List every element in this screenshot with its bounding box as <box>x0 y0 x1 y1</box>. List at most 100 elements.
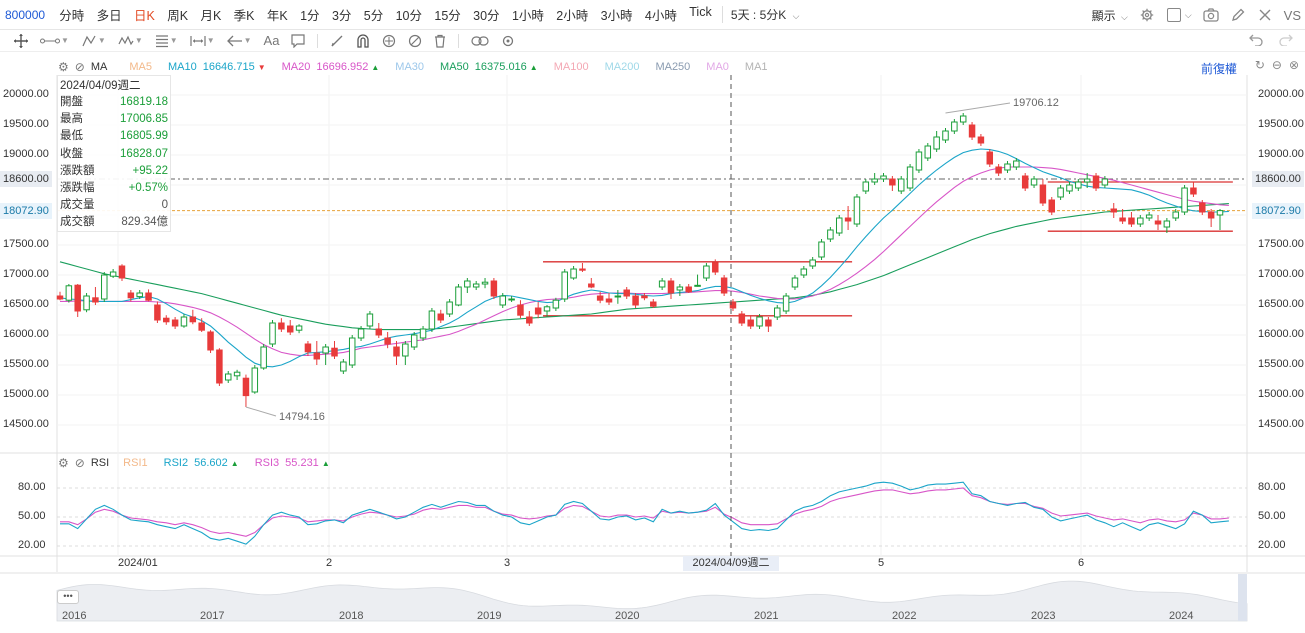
info-value: +95.22 <box>132 164 169 177</box>
candle <box>118 264 126 281</box>
timeframe-tab[interactable]: 3分 <box>331 9 352 23</box>
timeframe-tab[interactable]: 4小時 <box>644 9 677 23</box>
trash-icon[interactable] <box>434 30 446 52</box>
hide-indicator-icon[interactable]: ⊘ <box>74 60 85 74</box>
legend-value: 16646.715 <box>202 61 255 73</box>
ma-legend-name: MA <box>90 61 108 73</box>
navigator-year-label: 2020 <box>615 610 640 622</box>
legend-item-ma50[interactable]: MA50 16375.016 ▲ <box>440 61 538 73</box>
minimize-icon[interactable]: ⊖ <box>1271 58 1282 72</box>
legend-label: MA0 <box>706 61 729 73</box>
legend-item-ma30[interactable]: MA30 <box>395 61 424 73</box>
candle <box>145 289 152 302</box>
candle <box>428 308 436 332</box>
info-value: 0 <box>161 199 168 212</box>
timeframe-tab[interactable]: 10分 <box>395 9 422 23</box>
pattern-tool-icon[interactable]: ▼ <box>81 30 106 52</box>
redo-icon[interactable] <box>1279 33 1293 49</box>
magnet-icon[interactable] <box>356 30 370 52</box>
info-value: 829.34億 <box>121 216 168 229</box>
info-key: 漲跌額 <box>60 164 95 177</box>
timeframe-tab[interactable]: 分時 <box>59 9 85 23</box>
reset-icon[interactable]: ↻ <box>1254 58 1265 72</box>
candle <box>278 318 285 332</box>
legend-item-ma1[interactable]: MA1 <box>745 61 768 73</box>
timeframe-tab[interactable]: 5分 <box>363 9 384 23</box>
legend-value: 16375.016 <box>474 61 527 73</box>
candle <box>1199 200 1206 215</box>
gear-icon[interactable]: ⚙ <box>58 456 69 470</box>
timeframe-tab[interactable]: 2小時 <box>556 9 589 23</box>
timeframe-tab[interactable]: 30分 <box>473 9 500 23</box>
timeframe-tab[interactable]: 日K <box>134 9 155 23</box>
legend-item-rsi2[interactable]: RSI2 56.602 ▲ <box>164 457 239 469</box>
legend-item-rsi3[interactable]: RSI3 55.231 ▲ <box>255 457 330 469</box>
compare-vs-button[interactable]: VS <box>1283 7 1301 23</box>
candle <box>561 269 568 302</box>
symbol-code[interactable]: 800000 <box>5 7 46 22</box>
link-icon[interactable] <box>471 30 490 52</box>
info-row: 漲跌幅 +0.57% <box>60 180 168 197</box>
legend-item-ma250[interactable]: MA250 <box>655 61 690 73</box>
layout-square-icon[interactable] <box>1166 7 1182 23</box>
close-pane-icon[interactable]: ⊗ <box>1288 58 1299 72</box>
drawing-settings-icon[interactable] <box>501 30 515 52</box>
arrow-left-icon[interactable]: ▼ <box>226 30 252 52</box>
text-tool-icon[interactable]: Aa <box>263 33 280 48</box>
timeframe-tab[interactable]: 年K <box>266 9 288 23</box>
navigator-year-label: 2018 <box>339 610 364 622</box>
info-value: +0.57% <box>128 181 168 194</box>
time-tick-label: 5 <box>878 557 885 569</box>
chevron-down-icon[interactable]: ⌵ <box>1184 9 1192 20</box>
legend-label: MA50 <box>440 61 469 73</box>
legend-item-ma100[interactable]: MA100 <box>554 61 589 73</box>
candle <box>490 278 498 299</box>
candle <box>703 263 710 281</box>
candle <box>596 291 604 304</box>
wave-tool-icon[interactable]: ▼ <box>118 30 143 52</box>
ohlc-info-panel: 2024/04/09週二 開盤 16819.18 最高 17006.85 最低 16805… <box>57 75 171 232</box>
hide-drawing-icon[interactable] <box>408 30 422 52</box>
gear-icon[interactable] <box>1139 7 1155 23</box>
candle <box>189 309 197 325</box>
line-tool-icon[interactable]: ▼ <box>40 30 69 52</box>
camera-icon[interactable] <box>1203 7 1219 23</box>
timeframe-tab[interactable]: 1小時 <box>511 9 544 23</box>
timeframe-tab[interactable]: 1分 <box>300 9 320 23</box>
timeframe-tab[interactable]: 多日 <box>96 9 122 23</box>
crosshair-cursor-icon[interactable] <box>14 30 28 52</box>
gear-icon[interactable]: ⚙ <box>58 60 69 74</box>
hide-indicator-icon[interactable]: ⊘ <box>74 456 85 470</box>
last-price-tag: 18072.90 <box>0 203 52 219</box>
note-tool-icon[interactable] <box>291 30 306 52</box>
legend-item-rsi1[interactable]: RSI1 <box>123 457 147 469</box>
navigator[interactable] <box>56 574 1248 622</box>
candlestick-chart[interactable] <box>0 53 1305 633</box>
fibonacci-tool-icon[interactable]: ▼ <box>155 30 178 52</box>
legend-item-ma20[interactable]: MA20 16696.952 ▲ <box>282 61 380 73</box>
undo-icon[interactable] <box>1249 33 1263 49</box>
lock-drawing-icon[interactable] <box>382 30 396 52</box>
timeframe-tab[interactable]: 周K <box>167 9 189 23</box>
timeframe-tab[interactable]: 季K <box>233 9 255 23</box>
timeframe-tab[interactable]: 3小時 <box>600 9 633 23</box>
legend-item-ma10[interactable]: MA10 16646.715 ▼ <box>168 61 266 73</box>
price-adjust-toggle[interactable]: 前復權 <box>1200 62 1237 76</box>
close-icon[interactable] <box>1257 7 1273 23</box>
pencil-icon[interactable] <box>1230 7 1246 23</box>
timeframe-tab[interactable]: 15分 <box>434 9 461 23</box>
multi-day-selector[interactable]: 5天 : 5分K ⌵ <box>721 6 799 23</box>
display-menu[interactable]: 顯示 ⌵ <box>1092 7 1128 24</box>
measure-tool-icon[interactable]: ▼ <box>190 30 215 52</box>
multi-day-selector-label: 5天 : 5分K <box>730 8 787 22</box>
pencil-tool-icon[interactable] <box>330 30 344 52</box>
candle <box>605 293 613 305</box>
timeframe-tab[interactable]: 月K <box>200 9 222 23</box>
legend-item-ma200[interactable]: MA200 <box>605 61 640 73</box>
timeframe-tab[interactable]: Tick <box>689 5 712 19</box>
price-tick-label: 20000.00 <box>3 88 49 100</box>
legend-item-ma0[interactable]: MA0 <box>706 61 729 73</box>
navigator-menu-button[interactable]: ••• <box>57 590 79 604</box>
legend-item-ma5[interactable]: MA5 <box>129 61 152 73</box>
candle <box>286 320 294 335</box>
